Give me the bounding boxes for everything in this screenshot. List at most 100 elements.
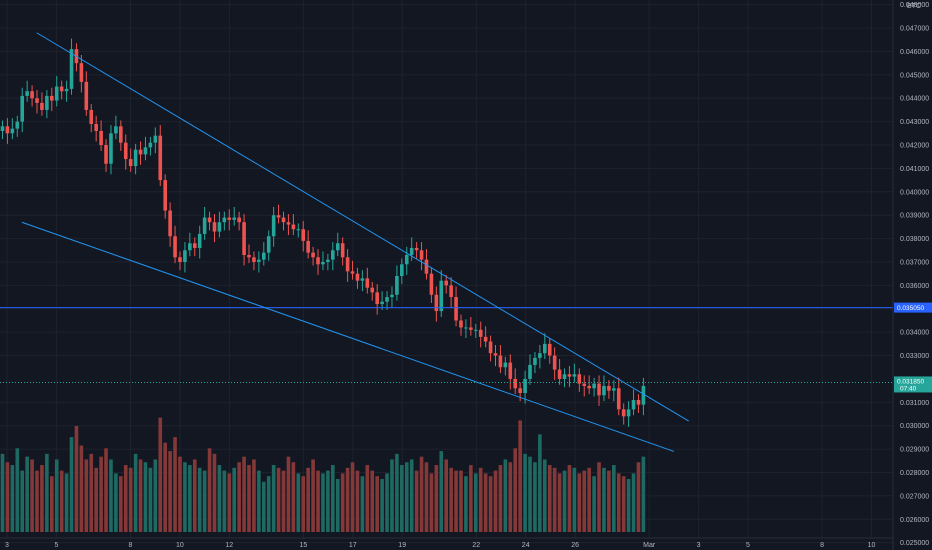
volume-bar: [84, 459, 89, 532]
candle-body: [25, 91, 29, 96]
candle-body: [572, 374, 577, 377]
volume-bar: [612, 465, 616, 532]
candle-body: [296, 229, 301, 231]
level-price-tag: [894, 302, 932, 313]
volume-bar: [266, 476, 271, 532]
candle-body: [5, 126, 10, 134]
candle-body: [114, 126, 118, 134]
candle-body: [271, 215, 276, 237]
volume-bar: [168, 451, 172, 532]
candle-body: [429, 273, 434, 295]
price-unit-label: BTC: [907, 3, 921, 10]
x-tick-label: 3: [5, 542, 9, 549]
candle-body: [424, 259, 429, 274]
candle-body: [94, 123, 98, 131]
candle-body: [257, 259, 261, 262]
candle-body: [355, 273, 360, 281]
volume-bar: [291, 462, 296, 532]
candle-body: [444, 280, 448, 286]
volume-bar: [602, 467, 606, 532]
candle-body: [641, 385, 646, 405]
trend-line-upper[interactable]: [36, 32, 689, 422]
volume-bar: [365, 465, 370, 532]
candle-body: [345, 257, 350, 272]
volume-bar: [143, 462, 148, 532]
candle-body: [335, 243, 340, 251]
candle-body: [409, 247, 414, 255]
candle-body: [538, 353, 542, 358]
y-tick-label: 0.026000: [900, 517, 929, 524]
candle-body: [301, 229, 306, 241]
volume-bar: [281, 470, 286, 532]
volume-bar: [493, 470, 498, 532]
candle-body: [99, 130, 103, 146]
candle-body: [188, 243, 192, 251]
volume-bar: [429, 473, 434, 532]
volume-bar: [518, 420, 522, 532]
y-tick-label: 0.034000: [900, 330, 929, 337]
volume-bar: [59, 470, 64, 532]
volume-bar: [138, 459, 143, 532]
volume-bar: [173, 437, 177, 532]
candle-body: [276, 215, 281, 218]
y-tick-label: 0.031000: [900, 400, 929, 407]
candle-body: [508, 362, 513, 379]
candle-body: [488, 341, 493, 354]
x-tick-label: 8: [129, 542, 133, 549]
volume-bar: [311, 459, 315, 532]
volume-bar: [50, 476, 54, 532]
candle-body: [138, 149, 143, 155]
volume-bar: [473, 473, 478, 532]
candle-body: [163, 180, 167, 211]
volume-bar: [404, 462, 409, 532]
candle-body: [202, 217, 207, 234]
volume-bar: [301, 476, 306, 532]
volume-bar: [513, 448, 518, 532]
x-tick-label: 10: [868, 542, 876, 549]
candle-body: [30, 91, 34, 99]
volume-bar: [587, 467, 591, 532]
candle-body: [449, 285, 453, 298]
volume-bar: [69, 437, 74, 532]
candle-body: [419, 250, 424, 260]
candle-body: [89, 109, 94, 124]
volume-bar: [35, 470, 39, 532]
candle-body: [459, 320, 463, 328]
candle-body: [547, 343, 552, 356]
candle-body: [286, 222, 291, 225]
candle-body: [340, 243, 345, 258]
volume-bar: [390, 459, 394, 532]
volume-bar: [350, 462, 355, 532]
volume-bar: [543, 459, 547, 532]
candle-body: [439, 280, 444, 312]
candle-body: [69, 49, 74, 89]
volume-bar: [109, 459, 113, 532]
volume-bar: [400, 465, 404, 532]
volume-bar: [552, 467, 557, 532]
candle-body: [54, 86, 59, 101]
volume-bar: [25, 456, 29, 532]
x-tick-label: 15: [300, 542, 308, 549]
volume-bar: [79, 445, 84, 532]
volume-bar: [237, 462, 241, 532]
y-tick-label: 0.030000: [900, 423, 929, 430]
candle-body: [133, 149, 138, 167]
x-tick-label: 3: [697, 542, 701, 549]
candle-body: [212, 222, 217, 232]
candle-body: [123, 142, 128, 160]
volume-bar: [10, 465, 15, 532]
volume-bar: [483, 473, 488, 532]
candle-body: [252, 257, 256, 262]
volume-bar: [276, 467, 281, 532]
volume-bar: [567, 465, 572, 532]
trend-line-lower[interactable]: [21, 221, 675, 452]
volume-bar: [89, 453, 94, 532]
candle-body: [350, 271, 355, 274]
candle-body: [626, 409, 631, 417]
volume-bar: [158, 417, 163, 532]
x-tick-label: 8: [820, 542, 824, 549]
candle-body: [414, 247, 419, 251]
